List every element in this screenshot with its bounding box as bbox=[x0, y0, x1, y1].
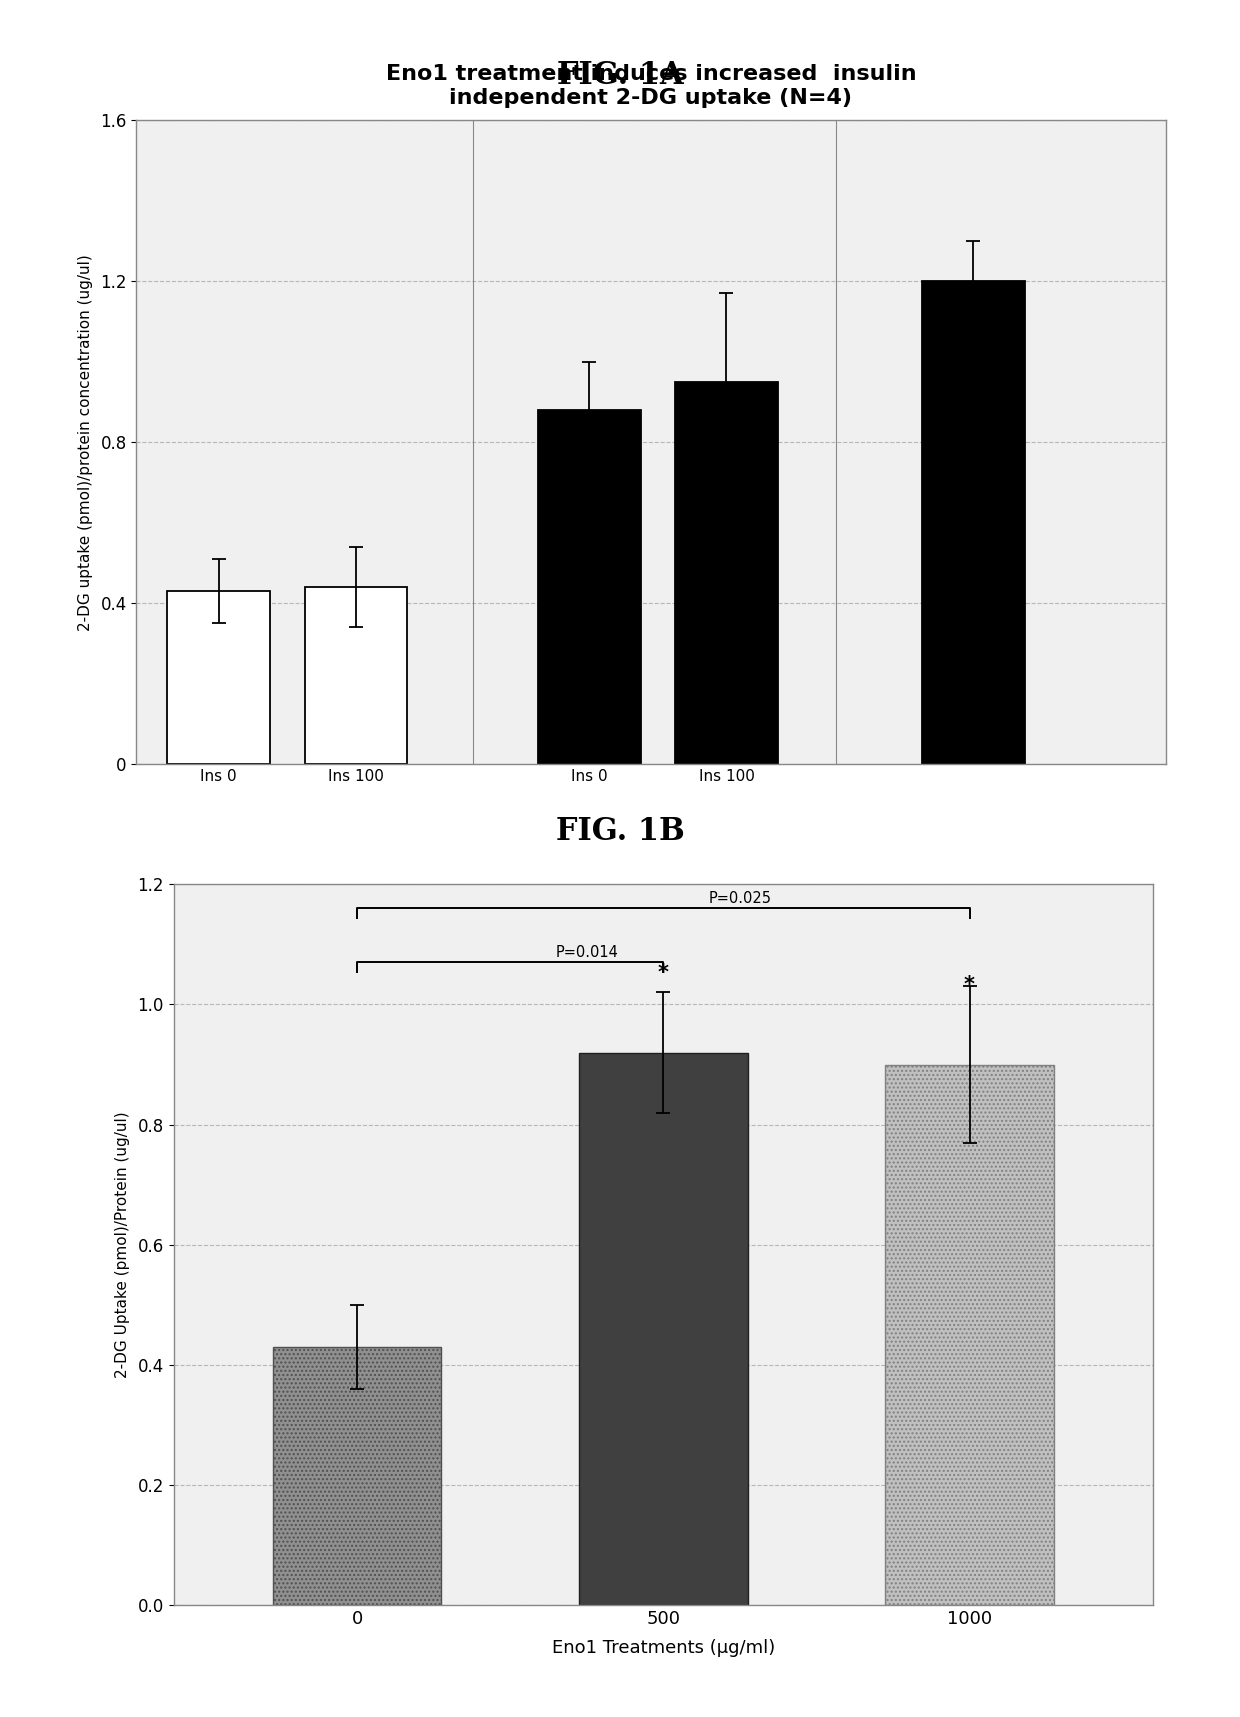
Bar bbox=[273, 1346, 441, 1605]
Text: FIG. 1B: FIG. 1B bbox=[556, 816, 684, 846]
Bar bbox=[885, 1065, 1054, 1605]
Y-axis label: 2-DG Uptake (pmol)/Protein (ug/ul): 2-DG Uptake (pmol)/Protein (ug/ul) bbox=[115, 1111, 130, 1379]
Text: *: * bbox=[963, 975, 975, 996]
Y-axis label: 2-DG uptake (pmol)/protein concentration (ug/ul): 2-DG uptake (pmol)/protein concentration… bbox=[78, 254, 93, 630]
Bar bbox=[675, 381, 777, 764]
Text: *: * bbox=[658, 963, 668, 984]
Bar bbox=[305, 587, 408, 764]
Bar bbox=[167, 591, 270, 764]
Text: Eno1 500 ug/ml: Eno1 500 ug/ml bbox=[598, 937, 718, 953]
Text: P=0.025: P=0.025 bbox=[708, 891, 771, 907]
Bar bbox=[538, 410, 641, 764]
Text: Eno1 0ug/ml: Eno1 0ug/ml bbox=[239, 937, 336, 953]
Text: P=0.014: P=0.014 bbox=[556, 944, 619, 960]
Bar bbox=[923, 282, 1025, 764]
Bar bbox=[579, 1053, 748, 1605]
Title: Eno1 treatment induces increased  insulin
independent 2-DG uptake (N=4): Eno1 treatment induces increased insulin… bbox=[386, 64, 916, 108]
Text: Oligomycin: Oligomycin bbox=[930, 937, 1017, 953]
Text: FIG. 1A: FIG. 1A bbox=[557, 60, 683, 91]
X-axis label: Eno1 Treatments (μg/ml): Eno1 Treatments (μg/ml) bbox=[552, 1640, 775, 1657]
